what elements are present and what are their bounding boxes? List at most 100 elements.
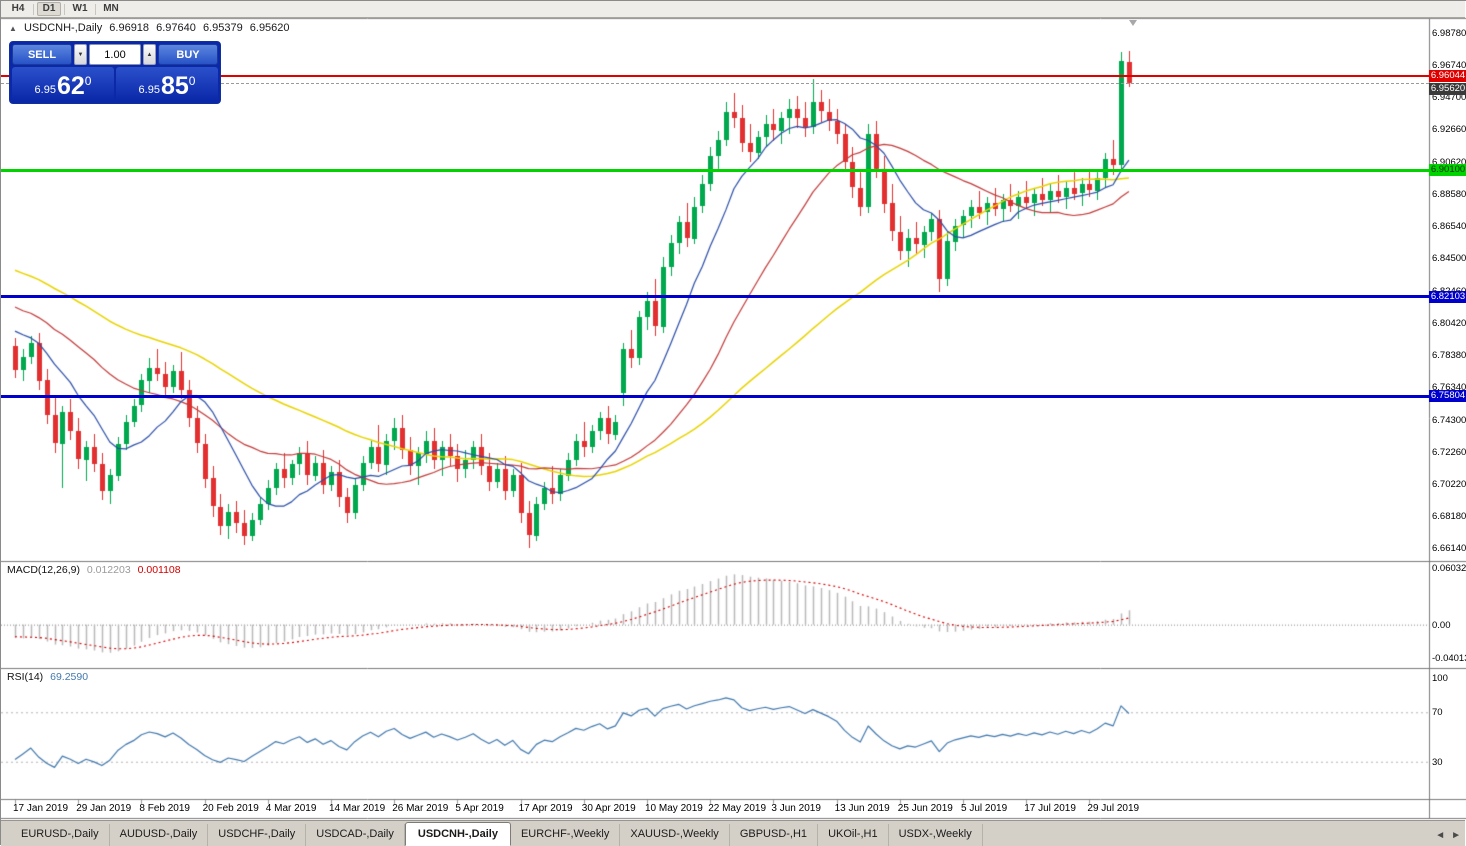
chart-tab-gbpusd[interactable]: GBPUSD-,H1 (730, 824, 819, 846)
macd-axis-label: -0.040135 (1432, 653, 1466, 664)
date-label: 13 Jun 2019 (834, 803, 890, 814)
buy-price-pips: 85 (160, 72, 189, 100)
rsi-axis-label: 100 (1432, 673, 1448, 684)
ohlc-low: 6.95379 (202, 22, 243, 34)
price-tag: 6.75804 (1429, 390, 1466, 402)
rsi-axis-label: 30 (1432, 756, 1443, 768)
date-label: 4 Mar 2019 (265, 803, 317, 814)
chart-tab-usdchf[interactable]: USDCHF-,Daily (208, 824, 307, 846)
toolbar-divider (33, 3, 34, 15)
timeframe-button-w1[interactable]: W1 (72, 3, 88, 14)
price-axis-label: 6.78380 (1432, 350, 1466, 362)
chart-tab-audusd[interactable]: AUDUSD-,Daily (110, 824, 209, 846)
date-label: 8 Feb 2019 (139, 803, 190, 814)
date-label: 5 Jul 2019 (961, 803, 1008, 814)
price-axis-label: 6.90620 (1432, 156, 1466, 168)
sell-price-pips: 62 (56, 72, 85, 100)
price-axis-label: 6.74300 (1432, 414, 1466, 426)
rsi-indicator-label: RSI(14) 69.2590 (7, 671, 88, 683)
date-label: 17 Apr 2019 (518, 803, 573, 814)
chart-tab-bar: EURUSD-,Daily AUDUSD-,Daily USDCHF-,Daily U… (1, 820, 1465, 846)
date-label: 5 Apr 2019 (455, 803, 504, 814)
price-axis-label: 6.80420 (1432, 317, 1466, 329)
buy-price-base: 6.95 (138, 84, 160, 96)
date-label: 29 Jul 2019 (1087, 803, 1140, 814)
support-line-blue-upper[interactable] (1, 295, 1429, 298)
volume-increase-button[interactable]: ▲ (143, 44, 156, 65)
price-axis-label: 6.88580 (1432, 188, 1466, 200)
date-label: 25 Jun 2019 (897, 803, 953, 814)
macd-axis-label: 0.00 (1432, 619, 1451, 631)
date-label: 3 Jun 2019 (771, 803, 821, 814)
chart-tab-usdx[interactable]: USDX-,Weekly (889, 824, 983, 846)
macd-label-text: MACD(12,26,9) (7, 564, 80, 576)
price-axis-label: 6.76340 (1432, 382, 1466, 394)
date-label: 17 Jul 2019 (1024, 803, 1076, 814)
macd-axis-label: 0.060329 (1432, 563, 1466, 574)
timeframe-toolbar: H4 D1 W1 MN (1, 1, 1465, 18)
chart-tab-eurusd[interactable]: EURUSD-,Daily (11, 824, 110, 846)
chart-tab-usdcnh[interactable]: USDCNH-,Daily (404, 822, 511, 846)
buy-price-frac: 0 (188, 74, 196, 88)
bid-price-line[interactable] (1, 83, 1429, 84)
toolbar-divider (64, 3, 65, 15)
volume-input[interactable] (89, 44, 141, 65)
tab-scroll-left-button[interactable]: ◄ (1435, 830, 1446, 841)
date-label: 30 Apr 2019 (581, 803, 636, 814)
macd-signal-value: 0.001108 (137, 564, 181, 576)
price-axis-label: 6.66140 (1432, 543, 1466, 555)
date-label: 22 May 2019 (708, 803, 767, 814)
price-axis-label: 6.72260 (1432, 446, 1466, 458)
tab-scroll-right-button[interactable]: ► (1451, 830, 1461, 841)
chart-tab-eurchf[interactable]: EURCHF-,Weekly (511, 824, 621, 846)
price-tag: 6.96044 (1429, 70, 1466, 82)
sell-price-frac: 0 (84, 74, 92, 88)
volume-decrease-button[interactable]: ▼ (74, 44, 87, 65)
price-axis-label: 6.84500 (1432, 253, 1466, 265)
date-label: 29 Jan 2019 (76, 803, 132, 814)
price-axis-label: 6.94700 (1432, 92, 1466, 104)
date-label: 17 Jan 2019 (13, 803, 69, 814)
chart-symbol-period: USDCNH-,Daily (23, 22, 103, 34)
sell-price-display[interactable]: 6.95 62 0 (12, 67, 114, 101)
price-tag: 6.95620 (1429, 83, 1466, 95)
price-axis-label: 6.98780 (1432, 27, 1466, 39)
rsi-value: 69.2590 (50, 671, 89, 683)
support-line-blue-lower[interactable] (1, 395, 1429, 398)
price-tag: 6.90100 (1429, 164, 1466, 176)
macd-main-value: 0.012203 (86, 564, 131, 576)
timeframe-button-mn[interactable]: MN (103, 3, 119, 14)
date-label: 20 Feb 2019 (202, 803, 259, 814)
ohlc-open: 6.96918 (109, 22, 150, 34)
price-axis-label: 6.96740 (1432, 59, 1466, 71)
rsi-label-text: RSI(14) (7, 671, 44, 683)
price-tag: 6.82103 (1429, 291, 1466, 303)
support-line-green[interactable] (1, 169, 1429, 172)
collapse-arrow-icon[interactable]: ▲ (9, 24, 17, 33)
timeframe-button-d1[interactable]: D1 (37, 2, 61, 16)
ohlc-close: 6.95620 (249, 22, 290, 34)
macd-indicator-label: MACD(12,26,9) 0.012203 0.001108 (7, 564, 181, 576)
buy-button[interactable]: BUY (158, 44, 218, 65)
resistance-line[interactable] (1, 75, 1429, 77)
sell-button[interactable]: SELL (12, 44, 72, 65)
price-axis-label: 6.86540 (1432, 221, 1466, 233)
price-axis-label: 6.70220 (1432, 479, 1466, 490)
price-axis-label: 6.92660 (1432, 124, 1466, 136)
date-label: 10 May 2019 (645, 803, 703, 814)
buy-price-display[interactable]: 6.95 85 0 (116, 67, 218, 101)
chart-shift-marker[interactable] (1129, 20, 1137, 26)
sell-price-base: 6.95 (34, 84, 56, 96)
date-label: 26 Mar 2019 (392, 803, 449, 814)
timeframe-button-h4[interactable]: H4 (11, 3, 25, 14)
date-label: 14 Mar 2019 (329, 803, 386, 814)
toolbar-divider (95, 3, 96, 15)
chart-tab-xauusd[interactable]: XAUUSD-,Weekly (620, 824, 730, 846)
chart-tab-usdcad[interactable]: USDCAD-,Daily (306, 824, 405, 846)
chart-tab-ukoil[interactable]: UKOil-,H1 (818, 824, 889, 846)
rsi-axis-label: 70 (1432, 707, 1443, 719)
chart-ohlc-header: ▲ USDCNH-,Daily 6.96918 6.97640 6.95379 … (9, 22, 294, 34)
